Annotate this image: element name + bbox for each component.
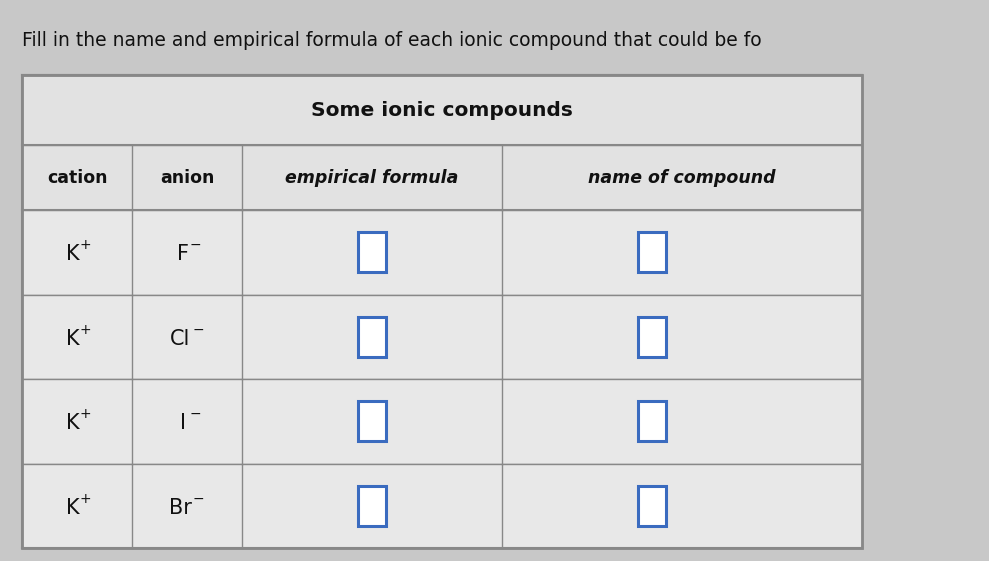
Bar — [22, 75, 862, 145]
Text: empirical formula: empirical formula — [285, 168, 459, 186]
Text: −: − — [192, 323, 204, 337]
Text: Br: Br — [168, 498, 192, 518]
Text: −: − — [189, 238, 201, 252]
Bar — [22, 379, 862, 463]
Bar — [358, 401, 386, 442]
Bar — [22, 295, 862, 379]
Bar — [638, 486, 666, 526]
Text: I: I — [180, 413, 186, 433]
Text: name of compound: name of compound — [588, 168, 775, 186]
Bar — [22, 145, 862, 210]
Text: K: K — [66, 244, 80, 264]
Bar — [638, 232, 666, 272]
Text: −: − — [192, 492, 204, 506]
Bar — [638, 401, 666, 442]
Text: K: K — [66, 329, 80, 349]
Text: anion: anion — [160, 168, 215, 186]
Text: Fill in the name and empirical formula of each ionic compound that could be fo: Fill in the name and empirical formula o… — [22, 30, 762, 49]
Bar — [22, 75, 862, 548]
Bar — [358, 232, 386, 272]
Text: Some ionic compounds: Some ionic compounds — [312, 100, 573, 119]
Bar — [22, 463, 862, 548]
Bar — [22, 210, 862, 295]
Text: +: + — [79, 492, 91, 506]
Text: +: + — [79, 238, 91, 252]
Bar — [638, 317, 666, 357]
Bar — [22, 75, 862, 548]
Text: K: K — [66, 498, 80, 518]
Text: +: + — [79, 323, 91, 337]
Bar — [358, 317, 386, 357]
Text: F: F — [177, 244, 189, 264]
Text: +: + — [79, 407, 91, 421]
Text: cation: cation — [46, 168, 107, 186]
Text: −: − — [189, 407, 201, 421]
Bar — [358, 486, 386, 526]
Text: Cl: Cl — [170, 329, 190, 349]
Text: K: K — [66, 413, 80, 433]
